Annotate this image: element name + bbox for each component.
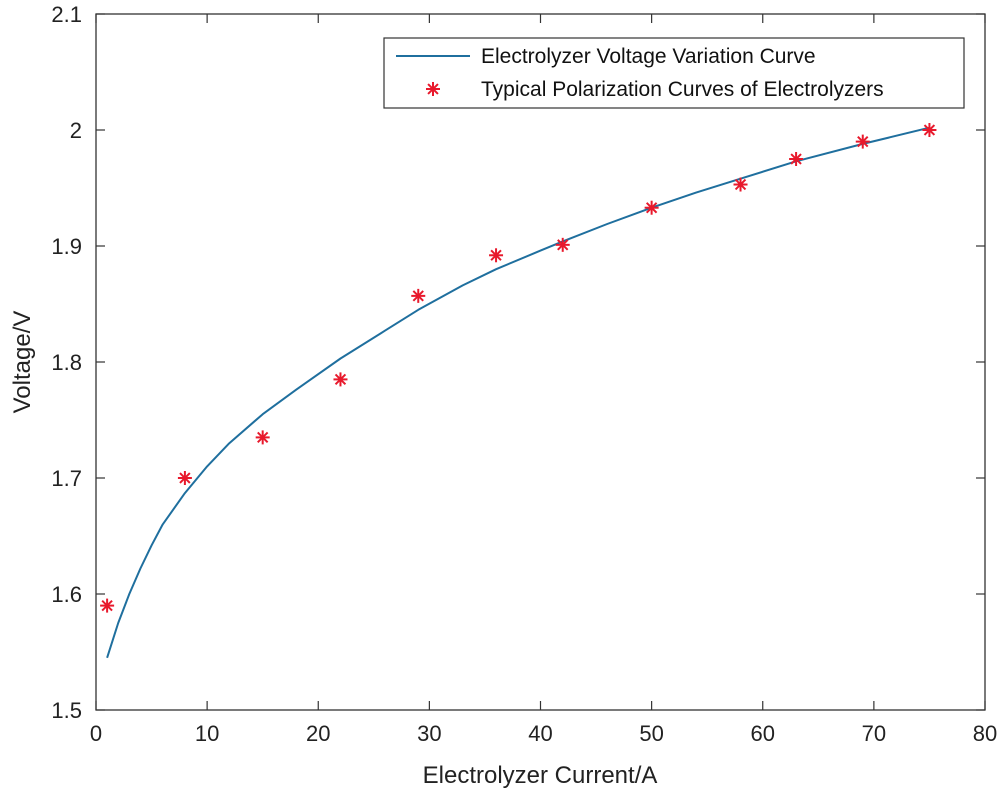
data-point-polarization (489, 248, 504, 263)
x-tick-label: 10 (195, 721, 219, 746)
y-tick-label: 1.5 (51, 698, 82, 723)
data-point-polarization (177, 471, 192, 485)
x-tick-label: 70 (862, 721, 886, 746)
x-tick-label: 20 (306, 721, 330, 746)
data-point-polarization (733, 177, 748, 192)
x-tick-label: 60 (751, 721, 775, 746)
data-point-polarization (411, 288, 426, 303)
y-tick-label: 1.8 (51, 350, 82, 375)
legend-box (383, 37, 965, 109)
legend-marker-sample (426, 82, 440, 96)
y-tick-label: 2 (70, 118, 82, 143)
ticks-layer: 0 10 20 30 40 50 60 70 80 1.5 1.6 1.7 1.8 1.9 2 2.1 (51, 2, 997, 746)
data-point-polarization (555, 237, 570, 252)
x-tick-label: 30 (417, 721, 441, 746)
data-point-polarization (644, 200, 659, 215)
legend-label-points: Typical Polarization Curves of Electroly… (481, 78, 884, 101)
data-point-polarization (789, 152, 804, 166)
data-point-polarization (255, 430, 270, 445)
legend-asterisk-icon (426, 82, 440, 96)
y-tick-label: 1.9 (51, 234, 82, 259)
x-tick-label: 40 (528, 721, 552, 746)
legend-label-curve: Electrolyzer Voltage Variation Curve (481, 45, 816, 68)
data-point-polarization (855, 134, 870, 149)
y-axis-title: Voltage/V (9, 311, 36, 414)
y-tick-label: 2.1 (51, 2, 82, 27)
plot-area (95, 13, 986, 711)
y-tick-label: 1.7 (51, 466, 82, 491)
x-tick-label: 0 (90, 721, 102, 746)
x-tick-label: 50 (639, 721, 663, 746)
legend: Electrolyzer Voltage Variation Curve Typ… (383, 37, 965, 109)
x-axis-title: Electrolyzer Current/A (423, 762, 658, 789)
y-tick-label: 1.6 (51, 582, 82, 607)
series-layer (100, 123, 937, 659)
data-point-polarization (922, 123, 937, 137)
data-point-polarization (100, 598, 115, 613)
series-line-voltage-curve (106, 126, 930, 659)
x-tick-label: 80 (973, 721, 997, 746)
data-point-polarization (333, 372, 348, 387)
